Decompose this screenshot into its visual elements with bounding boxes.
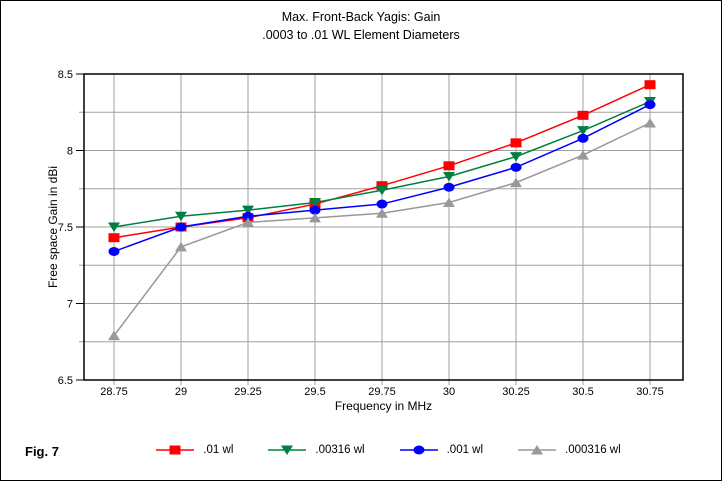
- series-marker: [108, 222, 120, 232]
- series-marker: [644, 117, 656, 128]
- legend-square-icon: [156, 445, 195, 455]
- series-marker: [376, 199, 388, 209]
- series-000316wl: [108, 117, 656, 341]
- series-marker: [175, 211, 187, 222]
- series-001wl: [108, 100, 656, 256]
- series-marker: [175, 241, 187, 252]
- legend-label: .00316 wl: [315, 444, 365, 456]
- series-marker: [108, 330, 120, 341]
- legend-label: .01 wl: [203, 444, 234, 456]
- legend-marker: [169, 445, 181, 455]
- y-axis-title: Free space Gain in dBi: [46, 165, 60, 289]
- x-tick-label: 29.75: [368, 386, 396, 398]
- series-marker: [443, 161, 455, 171]
- series-00316wl: [108, 97, 656, 232]
- plot-border: [83, 73, 684, 381]
- series-marker: [577, 133, 589, 143]
- legend-item: .01 wl: [155, 444, 233, 456]
- series-marker: [309, 198, 321, 208]
- series-marker: [644, 80, 656, 90]
- series-marker: [510, 177, 522, 188]
- chart-subtitle: .0003 to .01 WL Element Diameters: [262, 28, 460, 42]
- legend-item: .000316 wl: [517, 444, 621, 456]
- x-axis-title: Frequency in MHz: [334, 399, 433, 413]
- series-marker: [309, 212, 321, 223]
- series-marker: [309, 205, 321, 215]
- chart-legend: .01 wl .00316 wl .001 wl .000316 wl: [1, 444, 721, 456]
- series-marker: [242, 205, 254, 216]
- legend-item: .001 wl: [399, 444, 483, 456]
- legend-marker: [413, 445, 425, 455]
- series-marker: [376, 181, 388, 191]
- y-tick-label: 6.5: [58, 375, 73, 387]
- legend-triangle-down-icon: [268, 445, 307, 455]
- tick-labels: 28.75 29 29.25 29.5 29.75 30 30.25 30.5 30.75 6.5…: [58, 69, 664, 398]
- series-marker: [443, 197, 455, 208]
- y-tick-label: 8.5: [58, 69, 73, 81]
- series-marker: [510, 138, 522, 148]
- title-block: Max. Front-Back Yagis: Gain .0003 to .01…: [1, 8, 721, 44]
- series-marker: [443, 182, 455, 192]
- x-tick-label: 29.25: [234, 386, 262, 398]
- series-marker: [577, 126, 589, 136]
- legend-marker: [281, 445, 294, 455]
- x-tick-label: 30.5: [572, 386, 593, 398]
- series-marker: [577, 110, 589, 120]
- series-marker: [376, 185, 388, 196]
- chart-title: Max. Front-Back Yagis: Gain: [281, 10, 441, 24]
- series-marker: [577, 150, 589, 160]
- legend-marker: [531, 445, 544, 455]
- series-marker: [175, 222, 187, 232]
- legend-circle-icon: [399, 445, 438, 455]
- x-tick-label: 30: [443, 386, 455, 398]
- legend-triangle-up-icon: [518, 445, 557, 455]
- figure-label: Fig. 7: [25, 444, 59, 459]
- x-tick-label: 29.5: [304, 386, 325, 398]
- series-marker: [510, 162, 522, 172]
- series-marker: [108, 246, 120, 256]
- x-tick-label: 30.25: [502, 386, 530, 398]
- series-marker: [376, 208, 388, 218]
- y-tick-label: 7: [67, 299, 73, 311]
- series-marker: [443, 172, 455, 182]
- series-marker: [242, 211, 254, 221]
- x-tick-label: 30.75: [636, 386, 664, 398]
- legend-label: .001 wl: [446, 444, 484, 456]
- legend-label: .000316 wl: [565, 444, 621, 456]
- x-tick-label: 28.75: [100, 386, 128, 398]
- series-marker: [108, 233, 120, 243]
- y-tick-label: 8: [67, 146, 73, 158]
- series-marker: [242, 217, 254, 227]
- y-tick-label: 7.5: [58, 222, 73, 234]
- series-marker: [644, 100, 656, 110]
- series-marker: [510, 152, 522, 162]
- x-tick-label: 29: [175, 386, 187, 398]
- legend-item: .00316 wl: [267, 444, 365, 456]
